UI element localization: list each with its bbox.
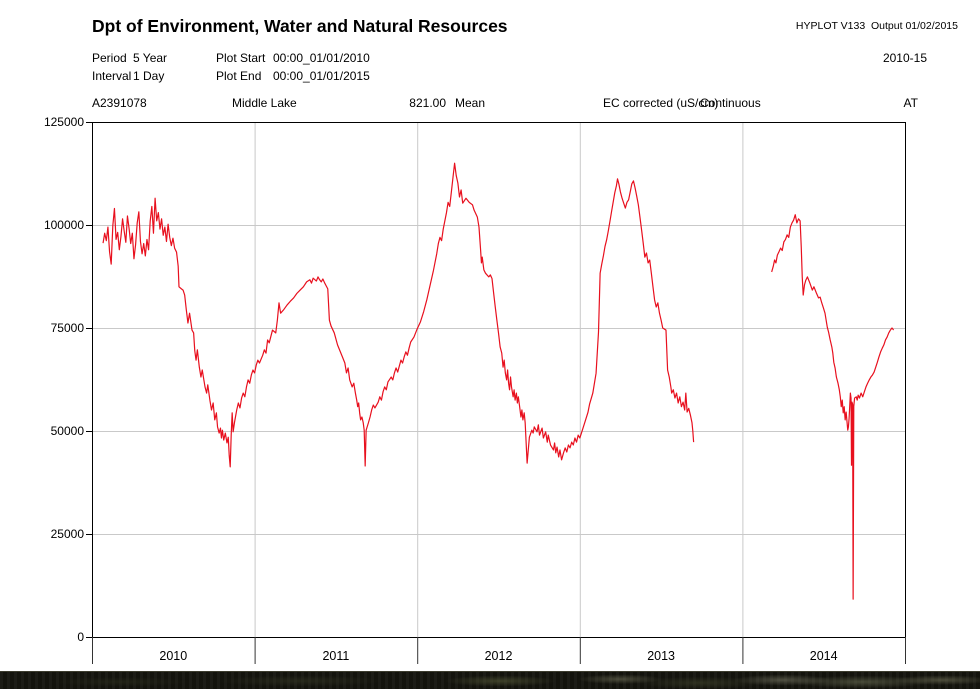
station-name: Middle Lake (232, 96, 297, 110)
y-axis-label: 100000 (44, 218, 84, 232)
y-axis-label: 125000 (44, 115, 84, 129)
hyplot-version-output: HYPLOT V133 Output 01/02/2015 (795, 20, 958, 32)
x-axis-year-label: 2013 (647, 649, 675, 663)
footer-photo-strip (0, 671, 980, 689)
page-title: Dpt of Environment, Water and Natural Re… (92, 16, 508, 36)
x-axis-year-label: 2011 (322, 649, 349, 663)
period-value: 5 Year (133, 51, 168, 65)
record-mode: Continuous (700, 96, 761, 110)
plot-end-label: Plot End (216, 69, 262, 83)
plot-end-value: 00:00_01/01/2015 (273, 69, 370, 83)
data-line (771, 214, 895, 600)
quality-code: AT (903, 96, 918, 110)
x-axis-year-label: 2014 (810, 649, 838, 663)
plot-start-label: Plot Start (216, 51, 266, 65)
plot-border (92, 122, 906, 638)
station-id: A2391078 (92, 96, 147, 110)
y-axis-label: 25000 (51, 527, 85, 541)
period-label: Period (92, 51, 127, 65)
plot-range: 2010-15 (882, 51, 927, 65)
y-axis-label: 0 (77, 630, 84, 644)
interval-value: 1 Day (133, 69, 165, 83)
variable-name: EC corrected (uS/cm) (603, 96, 719, 110)
station-statistic: Mean (455, 96, 486, 110)
station-number: 821.00 (409, 96, 446, 110)
y-axis-label: 75000 (51, 321, 85, 335)
interval-label: Interval (92, 69, 132, 83)
x-axis-year-label: 2012 (485, 649, 513, 663)
plot-start-value: 00:00_01/01/2010 (273, 51, 370, 65)
data-line (102, 162, 695, 468)
y-axis-label: 50000 (51, 424, 85, 438)
x-axis-year-label: 2010 (159, 649, 187, 663)
